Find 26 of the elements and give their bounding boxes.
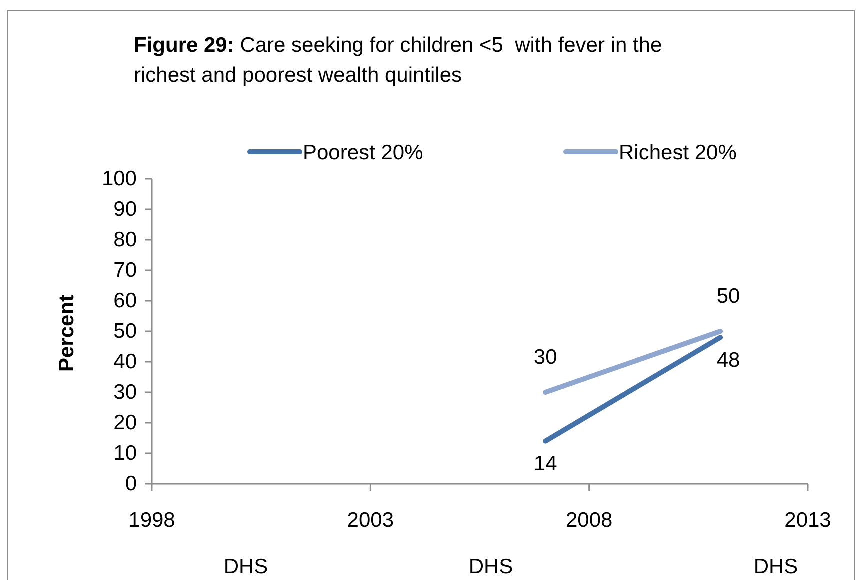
y-tick-label: 90 xyxy=(114,198,137,222)
x-tick-label: 1998 xyxy=(128,508,176,532)
chart-title: Figure 29: Care seeking for children <5 with fever in the richest and poorest wealth quintiles xyxy=(134,34,664,87)
y-tick-label: 50 xyxy=(114,320,137,344)
data-label: 48 xyxy=(716,348,740,372)
y-tick-label: 70 xyxy=(114,259,137,282)
x-tick-label: 2003 xyxy=(347,508,394,532)
y-tick-label: 100 xyxy=(102,168,137,191)
y-tick-label: 80 xyxy=(114,228,137,252)
x-tick-label: 2013 xyxy=(784,508,832,532)
y-tick-label: 20 xyxy=(114,412,137,435)
y-tick-label: 30 xyxy=(114,381,137,404)
text: DHS xyxy=(224,555,268,578)
x-tick-label: 2008 xyxy=(566,508,613,532)
data-label: 50 xyxy=(716,284,740,308)
text: DHS xyxy=(754,555,798,578)
text: DHS xyxy=(468,555,514,578)
y-tick-label: 10 xyxy=(114,442,137,466)
y-tick-label: 60 xyxy=(114,290,137,313)
y-tick-label: 0 xyxy=(125,472,137,496)
data-label: 30 xyxy=(534,346,558,369)
legend-label: Poorest 20% xyxy=(303,141,424,164)
y-tick-label: 40 xyxy=(114,350,137,374)
y-axis-title: Percent xyxy=(55,294,78,372)
data-label: 14 xyxy=(534,452,558,476)
legend-label: Richest 20% xyxy=(619,141,737,164)
